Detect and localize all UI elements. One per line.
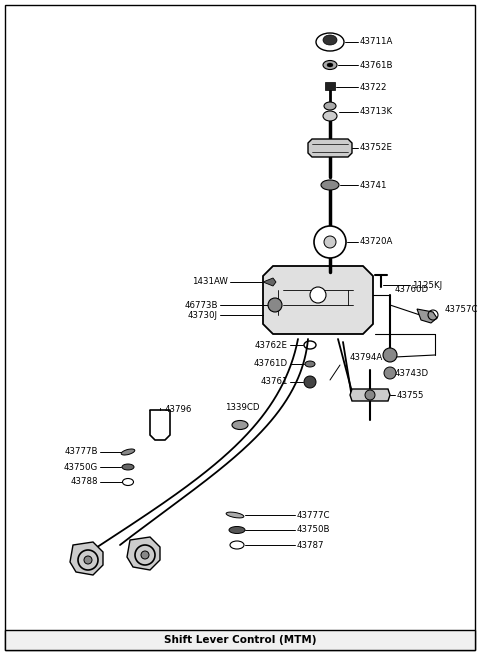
- Text: 43743D: 43743D: [395, 369, 429, 377]
- Bar: [325, 82, 335, 90]
- Text: 43711A: 43711A: [360, 37, 394, 47]
- Text: 46773B: 46773B: [184, 301, 218, 310]
- Circle shape: [365, 390, 375, 400]
- Text: 1125KJ: 1125KJ: [412, 280, 442, 290]
- Text: 43720A: 43720A: [360, 238, 394, 246]
- Bar: [5, 630, 475, 650]
- Text: 43752E: 43752E: [360, 143, 393, 153]
- Ellipse shape: [323, 35, 337, 45]
- Polygon shape: [308, 139, 352, 157]
- Text: 43761B: 43761B: [360, 60, 394, 69]
- Text: 43761D: 43761D: [254, 360, 288, 369]
- Ellipse shape: [232, 421, 248, 430]
- Text: 43788: 43788: [71, 477, 98, 487]
- Ellipse shape: [316, 33, 344, 51]
- Ellipse shape: [305, 361, 315, 367]
- Circle shape: [84, 556, 92, 564]
- Text: 1339CD: 1339CD: [225, 403, 259, 413]
- Circle shape: [141, 551, 149, 559]
- Circle shape: [324, 236, 336, 248]
- Text: 43722: 43722: [360, 83, 387, 92]
- Polygon shape: [127, 537, 160, 570]
- Ellipse shape: [323, 111, 337, 121]
- Text: 43777B: 43777B: [64, 447, 98, 457]
- Text: 43796: 43796: [165, 405, 192, 415]
- Text: 43755: 43755: [397, 390, 424, 400]
- Text: 43760D: 43760D: [395, 286, 429, 295]
- Circle shape: [310, 287, 326, 303]
- Polygon shape: [263, 266, 373, 334]
- Text: 43777C: 43777C: [297, 510, 331, 519]
- Ellipse shape: [121, 449, 135, 455]
- Circle shape: [314, 226, 346, 258]
- Polygon shape: [263, 278, 276, 286]
- Ellipse shape: [324, 102, 336, 110]
- Text: 43741: 43741: [360, 181, 387, 189]
- Text: 43761: 43761: [261, 377, 288, 386]
- Text: 43762E: 43762E: [255, 341, 288, 350]
- Circle shape: [304, 376, 316, 388]
- Ellipse shape: [327, 63, 333, 67]
- Circle shape: [384, 367, 396, 379]
- Text: 43713K: 43713K: [360, 107, 393, 117]
- Ellipse shape: [226, 512, 244, 518]
- Polygon shape: [417, 309, 437, 323]
- Text: 43750G: 43750G: [64, 462, 98, 472]
- Polygon shape: [350, 389, 390, 401]
- Ellipse shape: [122, 464, 134, 470]
- Text: 43750B: 43750B: [297, 525, 331, 534]
- Text: 43787: 43787: [297, 540, 324, 550]
- Text: 43730J: 43730J: [188, 310, 218, 320]
- Ellipse shape: [323, 60, 337, 69]
- Circle shape: [383, 348, 397, 362]
- Polygon shape: [70, 542, 103, 575]
- Text: 43757C: 43757C: [445, 305, 479, 314]
- Text: Shift Lever Control (MTM): Shift Lever Control (MTM): [164, 635, 316, 645]
- Ellipse shape: [229, 527, 245, 534]
- Text: 43794A: 43794A: [350, 354, 383, 362]
- Circle shape: [268, 298, 282, 312]
- Ellipse shape: [321, 180, 339, 190]
- Text: 1431AW: 1431AW: [192, 278, 228, 286]
